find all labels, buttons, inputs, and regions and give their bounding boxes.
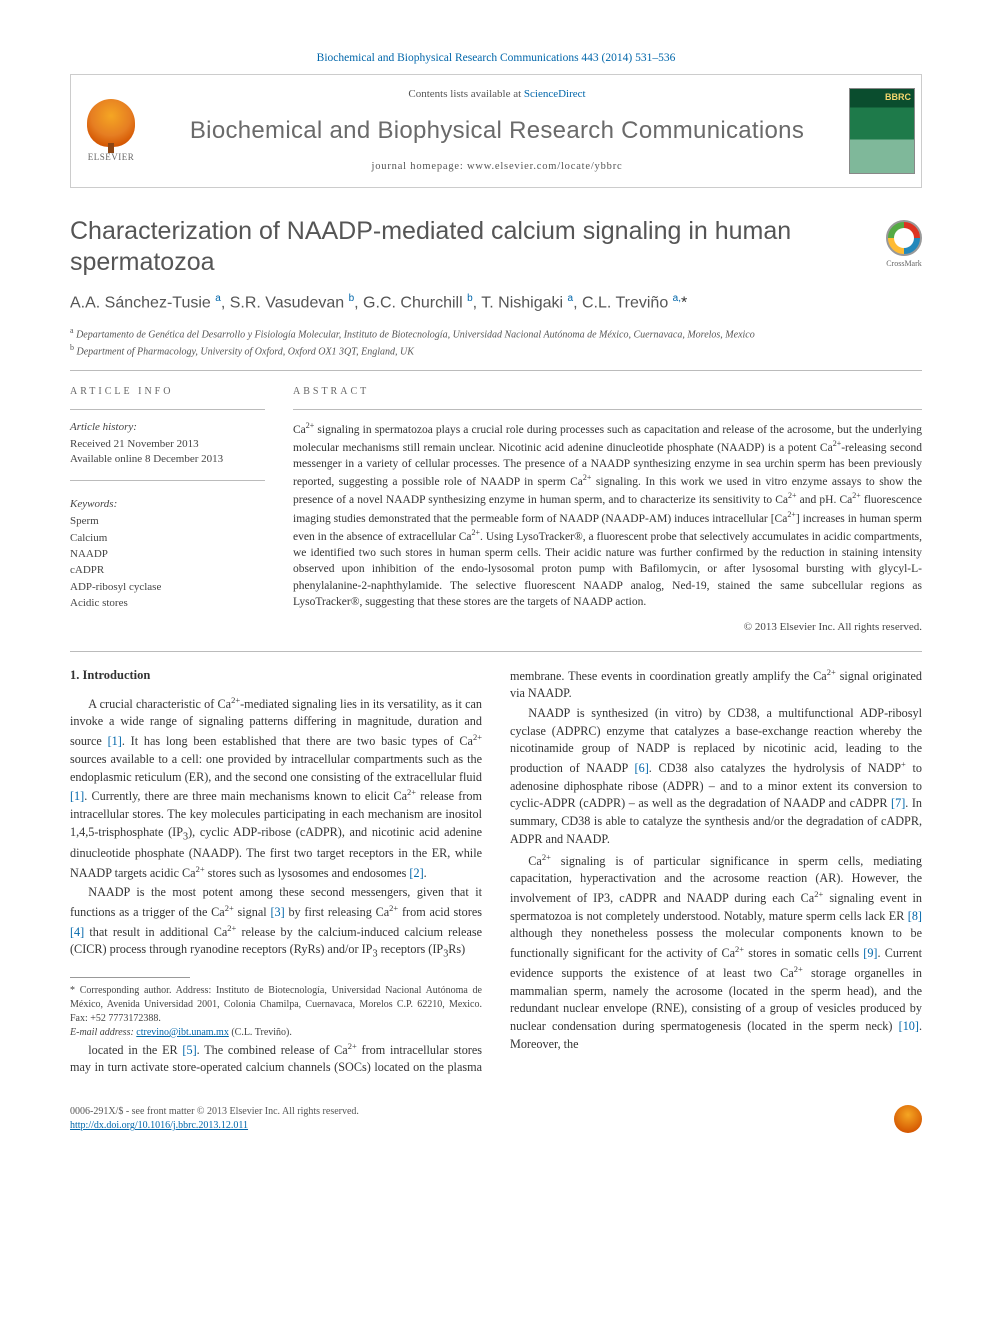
article-info-heading: ARTICLE INFO [70, 385, 265, 399]
journal-cover-thumb [849, 88, 915, 174]
publisher-logo-cell: ELSEVIER [71, 75, 151, 187]
contents-prefix: Contents lists available at [408, 88, 523, 100]
page-footer: 0006-291X/$ - see front matter © 2013 El… [70, 1099, 922, 1133]
journal-name: Biochemical and Biophysical Research Com… [190, 114, 804, 148]
email-author: (C.L. Treviño). [231, 1027, 292, 1038]
online-date: Available online 8 December 2013 [70, 452, 265, 467]
author-list: A.A. Sánchez-Tusie a, S.R. Vasudevan b, … [70, 292, 922, 315]
corresponding-author-note: * Corresponding author. Address: Institu… [70, 984, 482, 1026]
affiliations: a Departamento de Genética del Desarroll… [70, 325, 922, 360]
elsevier-tree-icon [87, 99, 135, 147]
sciencedirect-link[interactable]: ScienceDirect [524, 88, 586, 100]
affiliation-b: b Department of Pharmacology, University… [70, 342, 922, 359]
elsevier-footer-icon [894, 1105, 922, 1133]
keyword-item: NAADP [70, 547, 265, 562]
journal-header-box: ELSEVIER Contents lists available at Sci… [70, 74, 922, 188]
article-body: 1. Introduction A crucial characteristic… [70, 666, 922, 1078]
section-1-heading: 1. Introduction [70, 666, 482, 684]
body-paragraph: Ca2+ signaling is of particular signific… [510, 851, 922, 1054]
keyword-item: cADPR [70, 563, 265, 578]
cover-thumbnail-cell [843, 75, 921, 187]
contents-available-line: Contents lists available at ScienceDirec… [408, 87, 585, 102]
body-paragraph: NAADP is synthesized (in vitro) by CD38,… [510, 705, 922, 849]
keywords-list: Sperm CalciumNAADPcADPR ADP-ribosyl cyclas… [70, 514, 265, 611]
keyword-item: Sperm [70, 514, 265, 529]
keyword-item: Acidic stores [70, 596, 265, 611]
keyword-item: ADP-ribosyl cyclase [70, 580, 265, 595]
abstract-heading: ABSTRACT [293, 385, 922, 399]
body-paragraph: NAADP is the most potent among these sec… [70, 884, 482, 962]
received-date: Received 21 November 2013 [70, 437, 265, 452]
article-info-column: ARTICLE INFO Article history: Received 2… [70, 385, 265, 641]
abstract-text: Ca2+ signaling in spermatozoa plays a cr… [293, 420, 922, 611]
corresponding-email-link[interactable]: ctrevino@ibt.unam.mx [136, 1027, 229, 1038]
abstract-column: ABSTRACT Ca2+ signaling in spermatozoa p… [293, 385, 922, 641]
email-label: E-mail address: [70, 1027, 134, 1038]
crossmark-icon [886, 220, 922, 256]
affiliation-a: a Departamento de Genética del Desarroll… [70, 325, 922, 342]
footer-left: 0006-291X/$ - see front matter © 2013 El… [70, 1105, 359, 1133]
crossmark-badge[interactable]: CrossMark [886, 220, 922, 269]
footnote-rule [70, 977, 190, 978]
keywords-label: Keywords: [70, 497, 265, 512]
body-paragraph: A crucial characteristic of Ca2+-mediate… [70, 694, 482, 883]
article-title: Characterization of NAADP-mediated calci… [70, 216, 886, 279]
citation-header: Biochemical and Biophysical Research Com… [70, 50, 922, 66]
header-center: Contents lists available at ScienceDirec… [151, 75, 843, 187]
abstract-copyright: © 2013 Elsevier Inc. All rights reserved… [293, 620, 922, 635]
email-line: E-mail address: ctrevino@ibt.unam.mx (C.… [70, 1026, 482, 1040]
divider-rule-2 [70, 651, 922, 652]
journal-homepage: journal homepage: www.elsevier.com/locat… [372, 160, 623, 175]
issn-line: 0006-291X/$ - see front matter © 2013 El… [70, 1105, 359, 1119]
divider-rule [70, 370, 922, 371]
article-history-label: Article history: [70, 420, 265, 435]
footnotes: * Corresponding author. Address: Institu… [70, 984, 482, 1040]
crossmark-label: CrossMark [886, 258, 922, 269]
keyword-item: Calcium [70, 531, 265, 546]
doi-link[interactable]: http://dx.doi.org/10.1016/j.bbrc.2013.12… [70, 1120, 248, 1131]
